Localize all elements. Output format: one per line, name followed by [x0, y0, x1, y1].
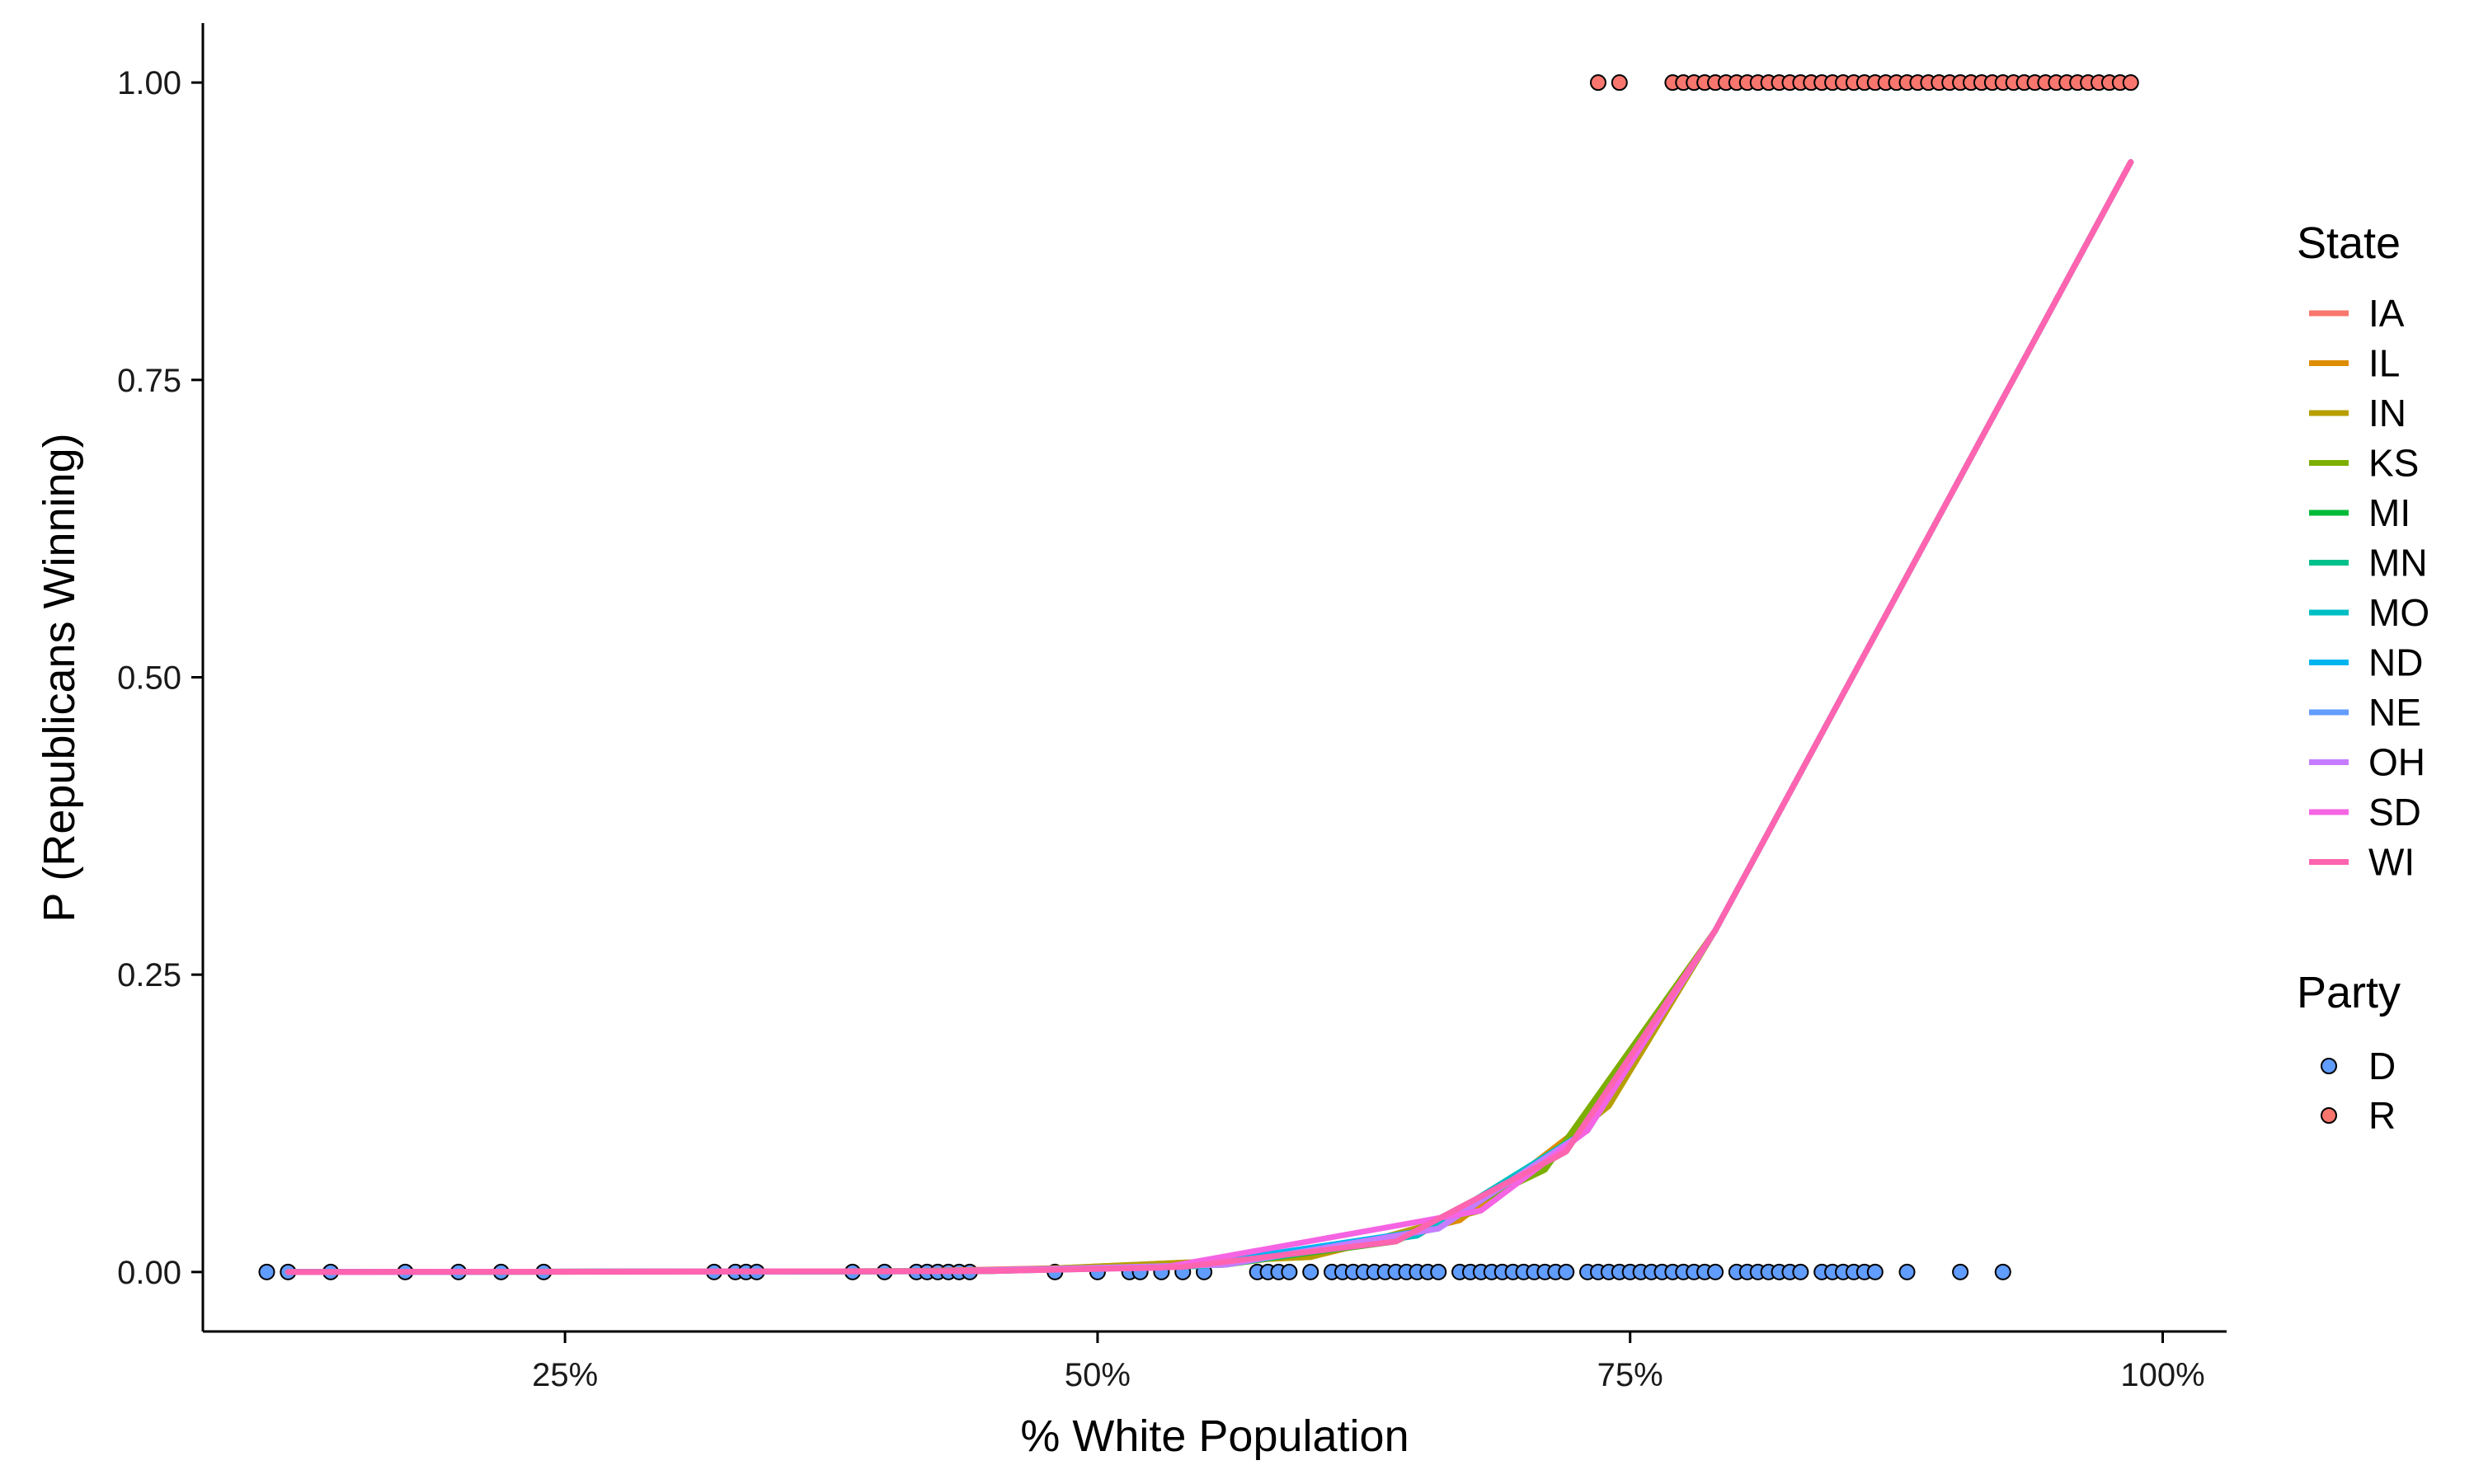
legend-key-party-d — [2321, 1058, 2337, 1074]
legend-label-ne: NE — [2368, 691, 2421, 734]
point-d — [258, 1263, 275, 1280]
point-d — [1281, 1263, 1298, 1280]
point-d — [1707, 1263, 1724, 1280]
legend-label-il: IL — [2368, 342, 2400, 385]
legend-label-oh: OH — [2368, 741, 2425, 784]
series-line-wi — [285, 159, 2134, 1275]
x-tick-label: 75% — [1597, 1357, 1663, 1393]
lines-layer — [285, 159, 2134, 1275]
legend-state: State IA IL IN KS MI MN MO ND NE OH SD WI — [2297, 218, 2429, 884]
legend-label-mi: MI — [2368, 491, 2411, 534]
point-d — [1792, 1263, 1809, 1280]
x-tick-label: 50% — [1065, 1357, 1131, 1393]
y-tick-label: 0.75 — [117, 363, 181, 399]
point-d — [1952, 1263, 1969, 1280]
point-d — [1430, 1263, 1447, 1280]
legend-title-state: State — [2297, 218, 2401, 268]
point-d — [1302, 1263, 1319, 1280]
x-tick-label: 25% — [532, 1357, 598, 1393]
legend-label-wi: WI — [2368, 841, 2415, 884]
y-tick-label: 0.00 — [117, 1255, 181, 1291]
legend-label-ks: KS — [2368, 442, 2419, 485]
legend-label-ia: IA — [2368, 292, 2405, 335]
point-d — [1866, 1263, 1884, 1280]
y-axis-title: P (Republicans Winning) — [35, 433, 84, 922]
legend-party: Party DR — [2297, 968, 2401, 1137]
legend-label-mo: MO — [2368, 591, 2429, 634]
legend-label-in: IN — [2368, 392, 2406, 434]
legend-label-party-r: R — [2368, 1094, 2396, 1137]
legend-key-party-r — [2321, 1107, 2337, 1124]
point-r — [1589, 74, 1606, 92]
legend-label-mn: MN — [2368, 542, 2428, 585]
legend-label-sd: SD — [2368, 791, 2421, 834]
point-d — [1994, 1263, 2011, 1280]
x-tick-label: 100% — [2120, 1357, 2204, 1393]
point-d — [1898, 1263, 1916, 1280]
legend-label-party-d: D — [2368, 1045, 2396, 1087]
x-ticks: 25% 50% 75% 100% — [532, 1331, 2205, 1393]
y-tick-label: 0.25 — [117, 957, 181, 993]
legend-title-party: Party — [2297, 968, 2401, 1017]
legend-label-nd: ND — [2368, 641, 2423, 684]
point-d — [1558, 1263, 1575, 1280]
point-r — [2122, 74, 2139, 92]
y-tick-label: 0.50 — [117, 660, 181, 697]
y-ticks: 0.00 0.25 0.50 0.75 1.00 — [117, 65, 203, 1291]
x-axis-title: % White Population — [1020, 1411, 1409, 1461]
y-tick-label: 1.00 — [117, 65, 181, 101]
points-layer — [258, 74, 2139, 1280]
point-r — [1611, 74, 1628, 92]
